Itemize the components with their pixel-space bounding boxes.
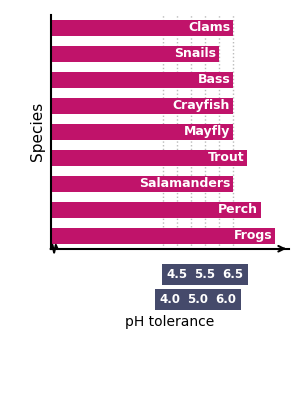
Bar bbox=[51, 46, 219, 62]
Text: Trout: Trout bbox=[208, 151, 244, 164]
Bar bbox=[51, 150, 247, 165]
Text: 5.0: 5.0 bbox=[187, 293, 209, 306]
X-axis label: pH tolerance: pH tolerance bbox=[125, 315, 215, 329]
Text: Clams: Clams bbox=[188, 21, 230, 34]
Text: 4.0: 4.0 bbox=[159, 293, 180, 306]
Text: 5.5: 5.5 bbox=[194, 268, 216, 281]
Bar bbox=[51, 228, 275, 244]
Text: Crayfish: Crayfish bbox=[173, 100, 230, 113]
Text: Snails: Snails bbox=[174, 47, 216, 60]
Bar bbox=[51, 20, 233, 36]
Bar bbox=[51, 124, 233, 140]
Text: Mayfly: Mayfly bbox=[184, 125, 230, 138]
Text: 4.5: 4.5 bbox=[166, 268, 188, 281]
Bar bbox=[51, 98, 233, 114]
Bar bbox=[51, 176, 233, 192]
Text: Salamanders: Salamanders bbox=[139, 177, 230, 190]
Bar bbox=[51, 72, 233, 88]
Text: Perch: Perch bbox=[218, 203, 258, 216]
Text: 6.5: 6.5 bbox=[223, 268, 244, 281]
Text: Frogs: Frogs bbox=[233, 229, 272, 242]
Y-axis label: Species: Species bbox=[30, 102, 45, 162]
Bar bbox=[51, 202, 261, 218]
Text: Bass: Bass bbox=[197, 74, 230, 87]
Text: 6.0: 6.0 bbox=[216, 293, 237, 306]
